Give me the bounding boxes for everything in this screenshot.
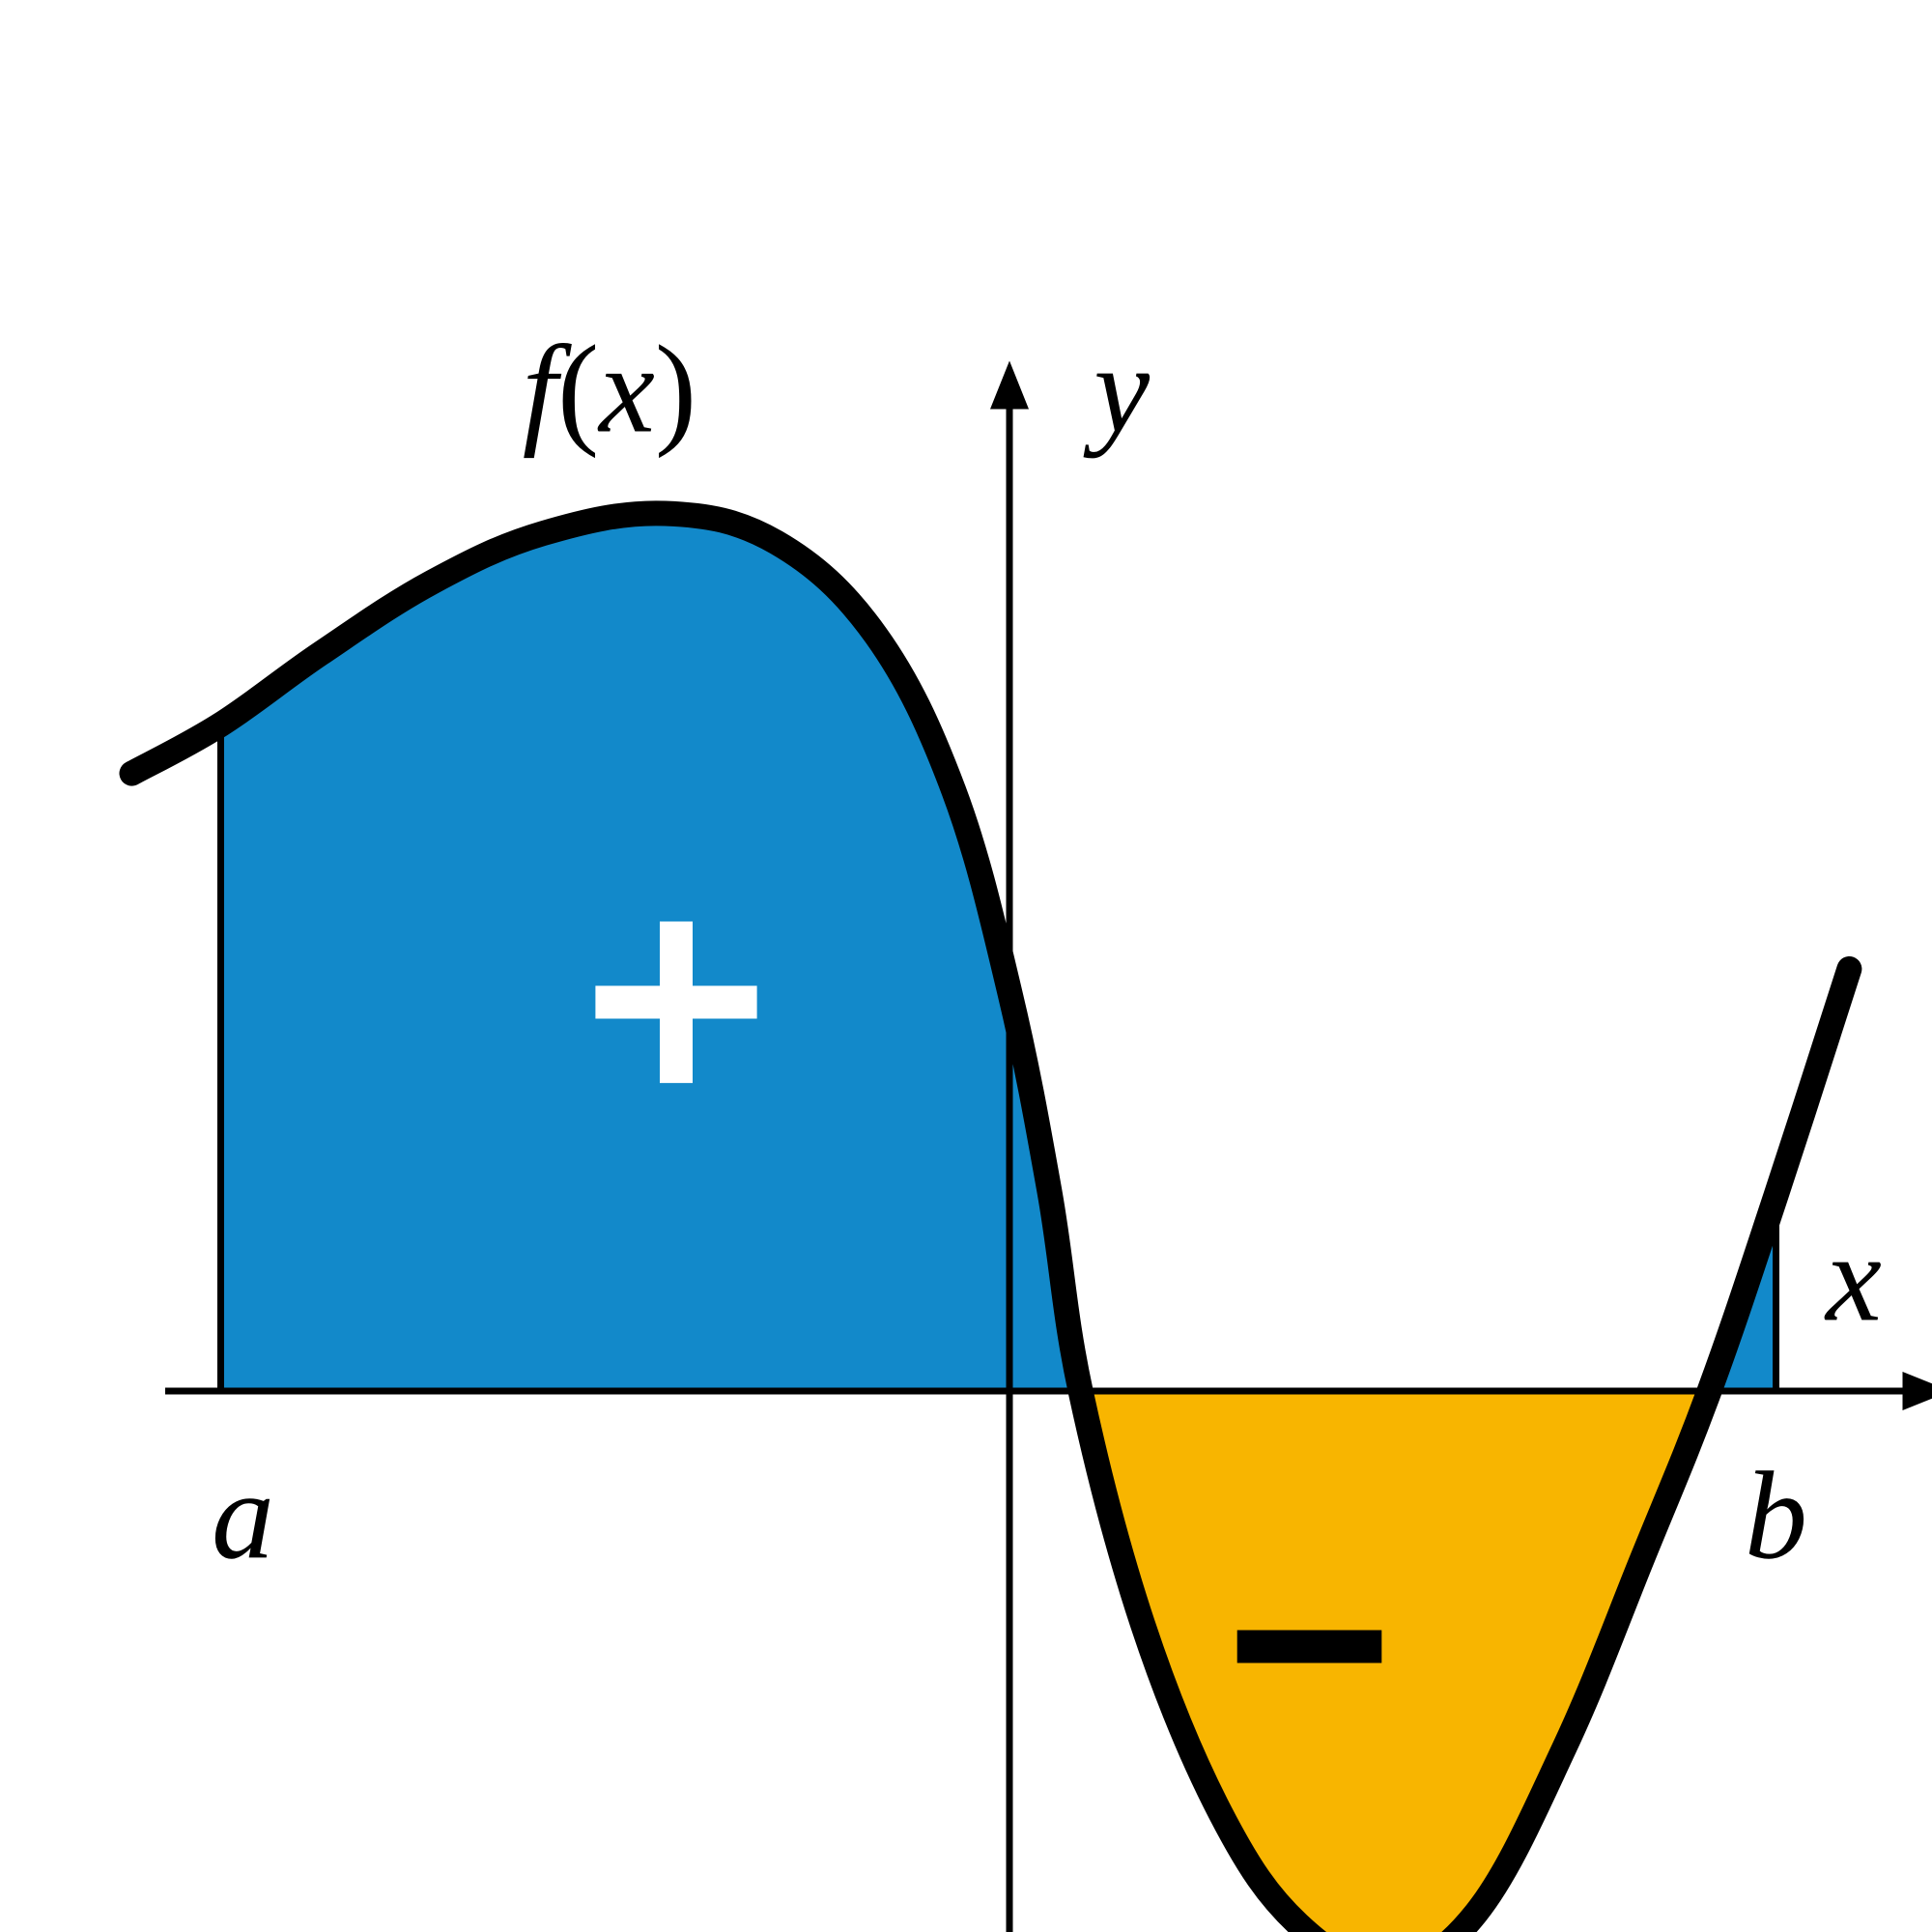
x-axis-arrowhead (1903, 1372, 1932, 1410)
label-y: y (1083, 320, 1150, 459)
label-fx: f(x) (523, 320, 696, 459)
negative-area (1081, 1391, 1710, 1932)
label-a: a (212, 1446, 274, 1585)
label-b: b (1745, 1446, 1807, 1585)
label-x: x (1824, 1208, 1882, 1348)
y-axis-arrowhead (990, 361, 1029, 410)
